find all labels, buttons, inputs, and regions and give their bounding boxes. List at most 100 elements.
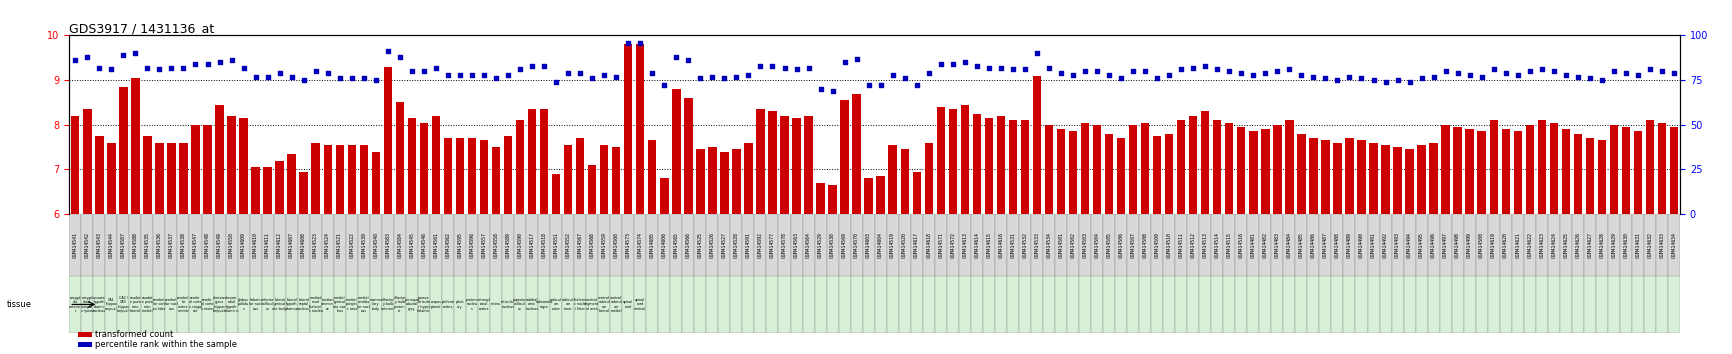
Bar <box>826 214 838 276</box>
Bar <box>393 214 405 276</box>
Point <box>1372 79 1399 85</box>
Text: substantia
nigra: substantia nigra <box>535 300 553 309</box>
Text: GSM414512: GSM414512 <box>1190 232 1195 258</box>
Bar <box>1548 276 1561 333</box>
Bar <box>1464 276 1476 333</box>
Bar <box>142 214 154 276</box>
Text: amygd
ala
anterio
r: amygd ala anterio r <box>69 296 81 313</box>
Point <box>206 59 234 65</box>
Bar <box>1212 120 1221 214</box>
Bar <box>707 214 719 276</box>
Text: GSM414521: GSM414521 <box>338 232 343 258</box>
Bar <box>310 276 322 333</box>
Bar <box>1140 214 1152 276</box>
Point <box>1576 75 1604 81</box>
Point <box>927 61 954 67</box>
Text: GSM414486: GSM414486 <box>1311 232 1316 258</box>
Bar <box>1403 214 1415 276</box>
Text: GSM414590: GSM414590 <box>518 232 523 258</box>
Bar <box>1415 276 1427 333</box>
Text: GSM414522: GSM414522 <box>350 232 355 258</box>
Bar <box>802 276 814 333</box>
Text: GSM414507: GSM414507 <box>1131 232 1136 258</box>
Bar <box>1524 276 1536 333</box>
Bar <box>237 214 249 276</box>
Text: mammi
llary
body: mammi llary body <box>369 298 383 311</box>
Point <box>301 68 329 74</box>
Bar <box>166 214 177 276</box>
Bar <box>286 214 298 276</box>
Text: GSM414607: GSM414607 <box>289 232 294 258</box>
Bar <box>1211 214 1223 276</box>
Bar <box>646 214 658 276</box>
Text: GSM414591: GSM414591 <box>746 232 752 258</box>
Text: GSM414509: GSM414509 <box>1155 232 1160 258</box>
Point <box>1347 75 1375 81</box>
Bar <box>298 214 310 276</box>
Bar <box>442 276 454 333</box>
Bar <box>622 276 634 333</box>
Point <box>386 54 414 60</box>
Text: ventral
subicul
um
medial: ventral subicul um medial <box>610 296 622 313</box>
Bar <box>177 276 189 333</box>
Bar <box>69 276 81 333</box>
Bar <box>1043 276 1055 333</box>
Bar <box>767 276 778 333</box>
Bar <box>1103 276 1115 333</box>
Bar <box>1128 276 1140 333</box>
Text: spinal
cord
ventral: spinal cord ventral <box>634 298 646 311</box>
Bar <box>81 214 94 276</box>
Text: GSM414616: GSM414616 <box>998 232 1003 258</box>
Point <box>1661 70 1689 76</box>
Point <box>591 72 618 78</box>
Text: habenu
lar nucl
eus: habenu lar nucl eus <box>249 298 262 311</box>
Bar <box>324 145 333 214</box>
Text: GSM414613: GSM414613 <box>963 232 966 258</box>
Point <box>542 79 570 85</box>
Point <box>807 86 835 92</box>
Text: GSM414611: GSM414611 <box>265 232 270 258</box>
Bar <box>1152 276 1164 333</box>
Text: GSM414540: GSM414540 <box>374 232 378 258</box>
Bar <box>563 276 573 333</box>
Point <box>1036 65 1063 70</box>
Bar <box>863 276 875 333</box>
Text: GSM414518: GSM414518 <box>542 232 547 258</box>
Text: GSM414605: GSM414605 <box>650 232 655 258</box>
Bar <box>802 214 814 276</box>
Text: GSM414517: GSM414517 <box>530 232 535 258</box>
Bar <box>684 98 693 214</box>
Text: GSM414489: GSM414489 <box>1347 232 1353 258</box>
Bar <box>1271 276 1283 333</box>
Text: GSM414493: GSM414493 <box>1394 232 1399 258</box>
Bar <box>1211 276 1223 333</box>
Bar <box>1115 276 1128 333</box>
Bar <box>1465 129 1474 214</box>
Bar <box>130 276 142 333</box>
Bar <box>719 214 731 276</box>
Bar <box>1309 138 1318 214</box>
Bar <box>239 118 248 214</box>
Point <box>771 65 798 70</box>
Bar <box>598 276 610 333</box>
Bar <box>360 145 367 214</box>
Bar <box>1008 120 1017 214</box>
Text: GSM414574: GSM414574 <box>637 232 643 258</box>
Bar <box>1502 129 1510 214</box>
Bar <box>419 122 428 214</box>
Point <box>1131 68 1159 74</box>
Bar <box>1391 214 1403 276</box>
Point <box>1588 77 1616 83</box>
Text: GSM414531: GSM414531 <box>1010 232 1015 258</box>
Point <box>1240 72 1268 78</box>
Bar <box>298 276 310 333</box>
Text: GSM414592: GSM414592 <box>759 232 764 258</box>
Bar <box>1356 214 1368 276</box>
Bar <box>850 276 863 333</box>
Point <box>1048 70 1076 76</box>
Bar <box>610 276 622 333</box>
Text: GSM414502: GSM414502 <box>1070 232 1076 258</box>
Point <box>1311 75 1339 81</box>
Point <box>1649 68 1677 74</box>
Point <box>1179 65 1207 70</box>
